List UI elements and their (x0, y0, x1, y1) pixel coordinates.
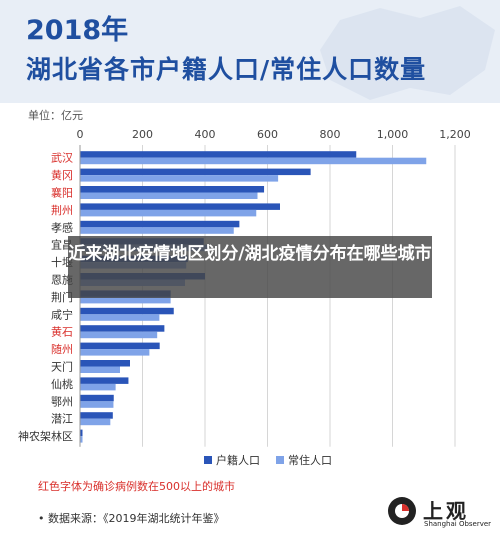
category-label: 黄石 (51, 325, 73, 339)
bar-registered (80, 220, 240, 228)
x-tick-label: 1,000 (377, 128, 409, 141)
bar-registered (80, 377, 129, 384)
bar-resident (80, 227, 234, 234)
category-label: 咸宁 (51, 307, 73, 321)
bar-registered (80, 429, 83, 437)
chart-title: 湖北省各市户籍人口/常住人口数量 (26, 55, 427, 84)
bar-registered (80, 151, 357, 158)
category-label: 荆州 (51, 204, 73, 217)
bar-resident (80, 418, 111, 426)
bar-registered (80, 360, 130, 367)
bar-resident (80, 296, 171, 304)
category-label: 随州 (51, 342, 73, 356)
logo-english-name: Shanghai Observer (424, 520, 492, 528)
bar-registered (80, 186, 265, 193)
legend-swatch (276, 456, 284, 464)
bar-registered (80, 168, 311, 176)
category-label: 仙桃 (51, 377, 73, 391)
bar-resident (80, 209, 257, 217)
bar-registered (80, 307, 174, 315)
category-label: 十堰 (51, 255, 73, 269)
legend-swatch (204, 456, 212, 464)
bar-resident (80, 175, 279, 182)
shanghai-observer-logo: 上观 Shanghai Observer (387, 496, 497, 530)
category-label: 荆门 (51, 290, 73, 304)
axis-unit-label: 单位：亿元 (28, 108, 83, 122)
category-label: 鄂州 (51, 395, 73, 408)
bar-registered (80, 412, 113, 419)
category-label: 神农架林区 (18, 429, 73, 443)
data-source: • 数据来源：《2019年湖北统计年鉴》 (38, 512, 225, 525)
category-label: 襄阳 (51, 186, 73, 200)
category-label: 恩施 (51, 274, 73, 287)
category-label: 孝感 (51, 221, 73, 234)
bar-resident (80, 401, 114, 408)
logo-mark-icon (388, 497, 416, 525)
bar-resident (80, 366, 120, 373)
bar-resident (80, 436, 83, 443)
x-tick-label: 800 (320, 128, 341, 141)
bar-resident (80, 314, 160, 321)
x-tick-label: 400 (195, 128, 216, 141)
bar-registered (80, 342, 160, 350)
x-tick-label: 1,200 (439, 128, 471, 141)
bar-resident (80, 383, 116, 391)
bar-registered (80, 203, 280, 210)
hubei-map-watermark (320, 6, 495, 100)
bar-registered (80, 325, 165, 332)
category-label: 武汉 (51, 152, 73, 165)
category-label: 天门 (51, 360, 73, 374)
category-label: 潜江 (51, 412, 73, 426)
footnote: 红色字体为确诊病例数在500以上的城市 (38, 480, 235, 493)
bar-resident (80, 192, 258, 199)
x-tick-label: 600 (257, 128, 278, 141)
x-tick-label: 200 (132, 128, 153, 141)
bar-resident (80, 157, 427, 165)
logo-name: 上观 (423, 499, 469, 523)
category-label: 黄冈 (51, 168, 73, 182)
x-tick-label: 0 (77, 128, 84, 141)
category-label: 宜昌 (51, 238, 73, 252)
chart-year: 2018年 (26, 15, 129, 46)
chart-header: 2018年 湖北省各市户籍人口/常住人口数量 (0, 0, 500, 103)
overlay-caption: 近来湖北疫情地区划分/湖北疫情分布在哪些城市 (68, 236, 432, 298)
bar-resident (80, 331, 158, 339)
bar-resident (80, 349, 150, 356)
legend-label: 户籍人口 (216, 453, 260, 467)
bar-registered (80, 394, 114, 402)
legend-label: 常住人口 (288, 453, 332, 467)
